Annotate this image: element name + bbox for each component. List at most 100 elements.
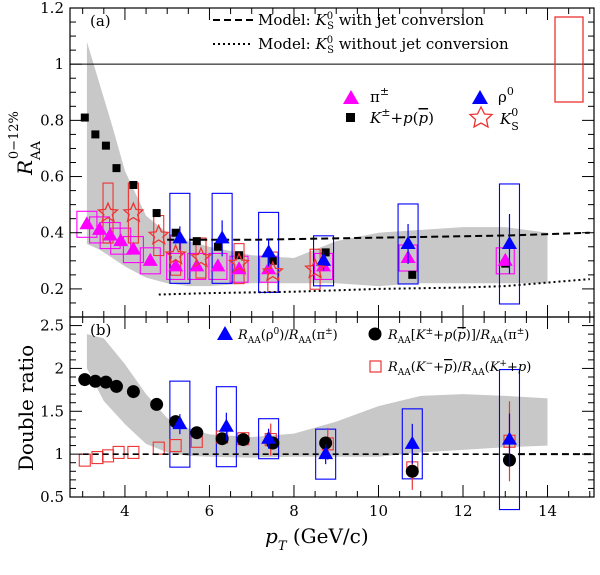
model-with-jet-curve bbox=[167, 231, 590, 241]
pion-marker bbox=[113, 233, 129, 247]
kp-ratio-marker bbox=[99, 375, 113, 389]
kp-ratio-marker bbox=[126, 385, 140, 399]
bottom-y-tick-label: 2.5 bbox=[40, 317, 64, 335]
rho-ratio-marker bbox=[261, 430, 277, 444]
bottom-x-tick-label: 8 bbox=[289, 502, 299, 520]
pion-marker bbox=[125, 241, 141, 255]
bottom-x-tick-label: 4 bbox=[120, 502, 130, 520]
rho-ratio-marker bbox=[318, 446, 334, 460]
rho-ratio-sys-box bbox=[258, 418, 280, 460]
rho-marker bbox=[172, 230, 188, 244]
kp-marker bbox=[112, 164, 121, 173]
ks-marker bbox=[96, 201, 120, 223]
kp-marker bbox=[80, 113, 89, 122]
rho-ratio-sys-box bbox=[215, 386, 237, 468]
legend-rho-ratio-label: RAA(ρ0)/RAA(π±) bbox=[237, 327, 338, 346]
top-y-axis-label: RAA0−12% bbox=[7, 111, 44, 176]
ks-marker bbox=[164, 243, 187, 265]
top-y-tick-label: 1.2 bbox=[40, 0, 64, 17]
legend-ks-label: K0 S bbox=[499, 106, 519, 133]
rho-sys-box bbox=[211, 192, 233, 284]
legend-rho-label: ρ0 bbox=[498, 85, 514, 106]
top-x-ticks bbox=[82, 8, 591, 317]
ks-marker bbox=[227, 251, 251, 274]
bottom-y-tick-label: 0.5 bbox=[40, 488, 64, 506]
kp-ratio-marker bbox=[319, 436, 333, 450]
charge-ratio-marker bbox=[112, 445, 125, 459]
legend-kp-ratio-marker bbox=[368, 327, 382, 341]
bottom-panel: 0.5 1 1.5 2 2.5 4 6 8 10 12 14 (b) RAA(ρ0)/RAA(π±… bbox=[14, 316, 595, 520]
bottom-uncertainty-band bbox=[86, 334, 548, 458]
rho-marker bbox=[214, 230, 230, 244]
rho-marker bbox=[400, 235, 416, 249]
kp-marker bbox=[171, 228, 180, 237]
bottom-y-tick-label: 1.5 bbox=[40, 402, 64, 420]
pion-sys-box bbox=[76, 210, 98, 238]
kp-ratio-marker bbox=[150, 397, 164, 411]
legend-kp-label: K±+p(p) bbox=[369, 106, 434, 127]
kp-ratio-marker bbox=[405, 464, 419, 478]
ks-marker bbox=[147, 223, 170, 245]
charge-ratio-marker bbox=[169, 439, 182, 453]
kp-marker bbox=[213, 242, 222, 251]
top-y-tick-label: 1 bbox=[54, 55, 64, 73]
kp-ratio-marker bbox=[88, 374, 102, 388]
legend-ks-marker bbox=[468, 105, 494, 129]
legend-charge-ratio-label: RAA(K−+p)/RAA(K++p) bbox=[387, 359, 531, 378]
kp-ratio-marker bbox=[236, 433, 250, 447]
top-y-tick-label: 0.2 bbox=[40, 280, 64, 298]
bottom-y-ticks: 0.5 1 1.5 2 2.5 bbox=[40, 316, 594, 506]
legend-charge-ratio-marker bbox=[369, 360, 382, 373]
bottom-x-tick-label: 14 bbox=[538, 502, 557, 520]
kp-ratio-marker bbox=[215, 432, 229, 446]
pion-marker bbox=[92, 221, 108, 235]
global-uncertainty-box bbox=[554, 16, 584, 103]
pion-marker bbox=[102, 227, 118, 241]
pion-sys-box bbox=[166, 252, 186, 280]
legend-pion-marker bbox=[343, 90, 359, 104]
rho-sys-box bbox=[169, 192, 191, 284]
top-model-curves bbox=[70, 63, 594, 296]
kp-marker bbox=[152, 209, 161, 218]
kp-ratio-marker bbox=[190, 426, 204, 440]
bottom-band-area bbox=[86, 334, 548, 458]
rho-ratio-sys-box bbox=[498, 369, 521, 511]
model-without-jet-curve bbox=[158, 278, 590, 296]
rho-ratio-marker bbox=[501, 431, 517, 445]
kp-marker bbox=[192, 237, 201, 246]
kp-ratio-marker bbox=[109, 379, 123, 393]
pion-marker bbox=[142, 252, 158, 266]
bottom-x-tick-label: 6 bbox=[205, 502, 215, 520]
legend-model-nojet-text: Model: K0 S without jet conversion bbox=[258, 35, 509, 56]
pion-sys-box bbox=[110, 227, 132, 255]
charge-ratio-marker bbox=[101, 449, 115, 463]
kp-marker bbox=[91, 130, 100, 139]
legend-kp-marker bbox=[346, 113, 355, 122]
bottom-y-axis-label: Double ratio bbox=[14, 345, 38, 471]
bottom-y-tick-label: 2 bbox=[54, 359, 64, 377]
legend-rho-ratio-marker bbox=[217, 326, 233, 340]
rho-sys-box bbox=[397, 203, 419, 285]
charge-ratio-marker bbox=[78, 453, 91, 467]
bottom-frame bbox=[69, 316, 595, 498]
kp-marker bbox=[101, 141, 110, 150]
legend-pion-label: π± bbox=[370, 85, 389, 106]
pion-marker bbox=[168, 258, 184, 272]
legend-model-jet-text: Model: K0 S with jet conversion bbox=[258, 11, 484, 32]
bottom-x-ticks: 4 6 8 10 12 14 bbox=[82, 317, 591, 520]
pion-marker bbox=[210, 258, 226, 272]
legend-kp-ratio-label: RAA[K±+p(p)]/RAA(π±) bbox=[387, 327, 529, 346]
bottom-y-tick-label: 1 bbox=[54, 445, 64, 463]
ks-marker bbox=[189, 246, 213, 268]
pion-sys-box bbox=[122, 236, 144, 264]
bottom-x-tick-label: 12 bbox=[453, 502, 472, 520]
top-y-tick-label: 0.8 bbox=[40, 111, 64, 129]
ks-marker bbox=[261, 260, 284, 282]
ks-marker bbox=[122, 201, 145, 223]
kp-marker bbox=[408, 270, 417, 279]
bottom-panel-tag: (b) bbox=[90, 321, 111, 339]
rho-sys-box bbox=[498, 183, 521, 305]
rho-marker bbox=[316, 252, 332, 266]
top-panel: 0.2 0.4 0.6 0.8 1 1.2 (a) Model: K0 S with jet… bbox=[7, 0, 595, 318]
